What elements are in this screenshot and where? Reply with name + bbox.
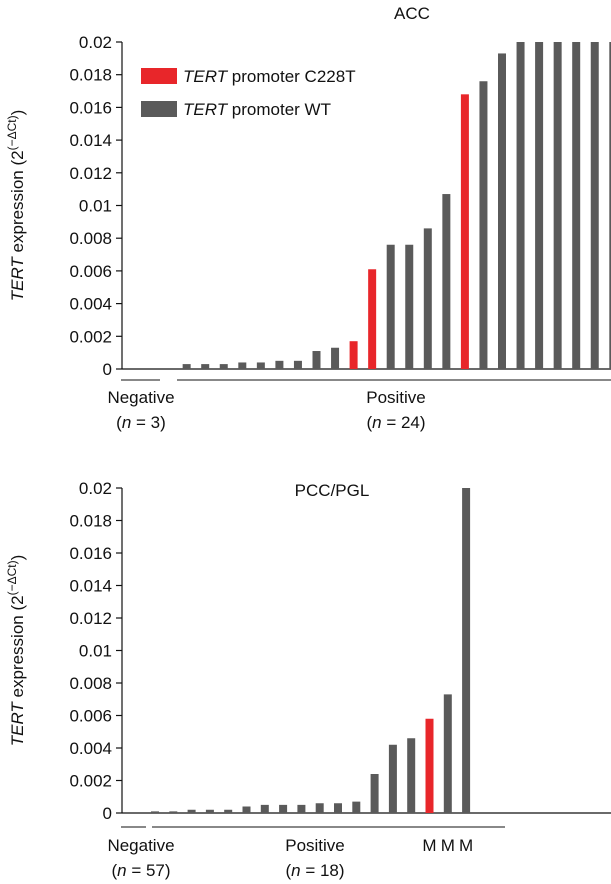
bar-wt [201, 364, 210, 369]
metastasis-marker: M [441, 836, 455, 855]
y-tick-label: 0.008 [69, 674, 112, 693]
y-tick-label: 0.014 [69, 131, 112, 150]
metastasis-marker: M [422, 836, 436, 855]
legend-swatch [141, 68, 177, 84]
bar-wt [169, 811, 178, 813]
y-tick-label: 0.004 [69, 295, 112, 314]
y-tick-label: 0.02 [79, 479, 112, 498]
bar-wt [572, 42, 581, 369]
group-count: (n = 24) [366, 413, 425, 432]
bar-wt [315, 803, 324, 813]
chart-acc: ACC 0 0.002 0.004 0.006 0.008 0.01 0.012 0.014 0.… [5, 4, 611, 432]
y-tick-label: 0.01 [79, 197, 112, 216]
bar-wt [352, 801, 361, 813]
bar-wt [423, 228, 432, 369]
group-count: (n = 18) [285, 861, 344, 880]
y-tick-label: 0.006 [69, 262, 112, 281]
group-label: Negative [107, 836, 174, 855]
group-count: (n = 3) [116, 413, 166, 432]
bar-wt [224, 809, 233, 813]
bar-wt [331, 347, 340, 369]
legend-label: TERT promoter C228T [183, 67, 356, 86]
y-tick-label: 0.006 [69, 707, 112, 726]
y-tick-label: 0.01 [79, 642, 112, 661]
bar-wt [442, 194, 451, 369]
bar-wt [609, 42, 611, 369]
bar-wt [260, 804, 269, 813]
bar-wt [275, 360, 284, 369]
bar-wt [370, 774, 379, 813]
y-tick-label: 0.014 [69, 577, 112, 596]
y-tick-label: 0.004 [69, 739, 112, 758]
bar-wt [443, 694, 452, 813]
bar-mutant [425, 718, 434, 813]
bar-wt [312, 351, 321, 369]
legend-label: TERT promoter WT [183, 100, 331, 119]
group-count: (n = 57) [111, 861, 170, 880]
bar-wt [151, 811, 159, 813]
bar-wt [462, 488, 471, 813]
y-tick-label: 0.002 [69, 772, 112, 791]
y-axis-label: TERT expression (2(−ΔCt)) [5, 110, 27, 302]
metastasis-marker: M [459, 836, 473, 855]
bar-wt [407, 738, 416, 813]
chart-pcc-pgl: PCC/PGL 0 0.002 0.004 0.006 0.008 0.01 0.012 0.0… [5, 479, 611, 880]
y-tick-label: 0.02 [79, 33, 112, 52]
bar-mutant [349, 341, 358, 369]
bar-wt [553, 42, 562, 369]
bar-wt [516, 42, 525, 369]
bar-wt [590, 42, 599, 369]
y-tick-label: 0.002 [69, 327, 112, 346]
y-tick-label: 0.008 [69, 229, 112, 248]
group-label: Negative [107, 388, 174, 407]
chart-title: ACC [394, 4, 430, 23]
bar-mutant [460, 94, 469, 369]
bar-wt [279, 804, 288, 813]
y-tick-label: 0.016 [69, 544, 112, 563]
y-tick-label: 0.018 [69, 66, 112, 85]
legend-swatch [141, 101, 177, 117]
bar-wt [535, 42, 544, 369]
bar-mutant [368, 269, 377, 369]
bar-wt [388, 744, 397, 813]
bar-wt [205, 809, 214, 813]
group-label: Positive [366, 388, 426, 407]
y-axis-label: TERT expression (2(−ΔCt)) [5, 555, 27, 747]
bar-wt [219, 364, 228, 369]
bar-wt [187, 809, 196, 813]
bar-wt [256, 362, 265, 369]
bar-wt [182, 364, 191, 369]
bar-wt [334, 803, 342, 813]
y-tick-label: 0 [103, 360, 112, 379]
bar-wt [405, 244, 414, 369]
y-tick-label: 0.018 [69, 512, 112, 531]
bar-wt [293, 360, 302, 369]
y-tick-label: 0 [103, 804, 112, 823]
chart-title: PCC/PGL [295, 481, 370, 500]
y-tick-label: 0.012 [69, 609, 112, 628]
group-label: Positive [285, 836, 345, 855]
bar-wt [498, 53, 506, 369]
bar-wt [386, 244, 395, 369]
bar-wt [479, 81, 488, 370]
bar-wt [297, 804, 306, 813]
y-tick-label: 0.012 [69, 164, 112, 183]
bar-wt [242, 806, 251, 813]
y-tick-label: 0.016 [69, 98, 112, 117]
bar-wt [238, 362, 247, 369]
